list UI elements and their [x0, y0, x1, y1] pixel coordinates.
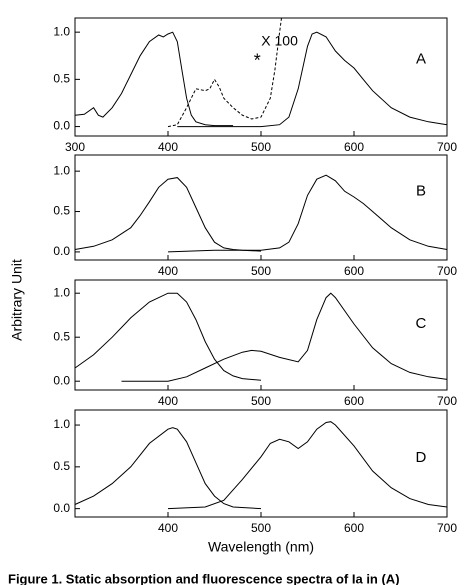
plot-frame — [74, 154, 448, 261]
y-tick-label: 1.0 — [53, 163, 70, 177]
y-tick-label: 0.0 — [53, 501, 70, 515]
plot-frame — [74, 279, 448, 391]
spectrum-line — [167, 17, 282, 128]
y-axis-label: Arbitrary Unit — [9, 259, 25, 341]
y-tick-label: 0.5 — [53, 204, 70, 218]
y-tick-label: 0.0 — [53, 373, 70, 387]
x-tick-label: 600 — [344, 394, 364, 408]
x-tick-label: 400 — [158, 394, 178, 408]
x-tick-label: 600 — [344, 521, 364, 535]
x-tick-label: 500 — [251, 264, 271, 278]
x-tick-label: 700 — [437, 521, 457, 535]
y-tick-label: 0.5 — [53, 329, 70, 343]
x-tick-label: 400 — [158, 140, 178, 154]
y-tick-label: 1.0 — [53, 285, 70, 299]
y-tick-label: 0.0 — [53, 244, 70, 258]
spectrum-line — [177, 31, 448, 128]
spectrum-line — [74, 427, 262, 510]
x-tick-label: 700 — [437, 264, 457, 278]
plot-frame — [74, 409, 448, 518]
y-tick-label: 0.5 — [53, 459, 70, 473]
annotation: C — [416, 315, 427, 332]
x-tick-label: 500 — [251, 521, 271, 535]
spectrum-line — [167, 421, 448, 510]
x-tick-label: 600 — [344, 140, 364, 154]
x-tick-label: 500 — [251, 394, 271, 408]
x-tick-label: 700 — [437, 394, 457, 408]
x-tick-label: 400 — [158, 264, 178, 278]
annotation: * — [254, 50, 261, 70]
spectrum-line — [121, 292, 448, 382]
spectrum-line — [167, 174, 448, 253]
x-axis-label: Wavelength (nm) — [208, 539, 314, 555]
x-tick-label: 700 — [437, 140, 457, 154]
annotation: D — [416, 449, 427, 466]
spectrum-line — [74, 292, 262, 381]
spectrum-line — [74, 177, 262, 252]
caption: Figure 1. Static absorption and fluoresc… — [8, 571, 400, 585]
y-tick-label: 1.0 — [53, 417, 70, 431]
y-tick-label: 0.0 — [53, 119, 70, 133]
x-tick-label: 500 — [251, 140, 271, 154]
annotation: A — [416, 50, 426, 67]
y-tick-label: 0.5 — [53, 72, 70, 86]
y-tick-label: 1.0 — [53, 24, 70, 38]
spectrum-line — [74, 31, 234, 127]
annotation: X 100 — [261, 32, 298, 48]
x-tick-label: 600 — [344, 264, 364, 278]
annotation: B — [416, 183, 426, 200]
x-tick-label: 400 — [158, 521, 178, 535]
x-tick-label: 300 — [65, 140, 85, 154]
